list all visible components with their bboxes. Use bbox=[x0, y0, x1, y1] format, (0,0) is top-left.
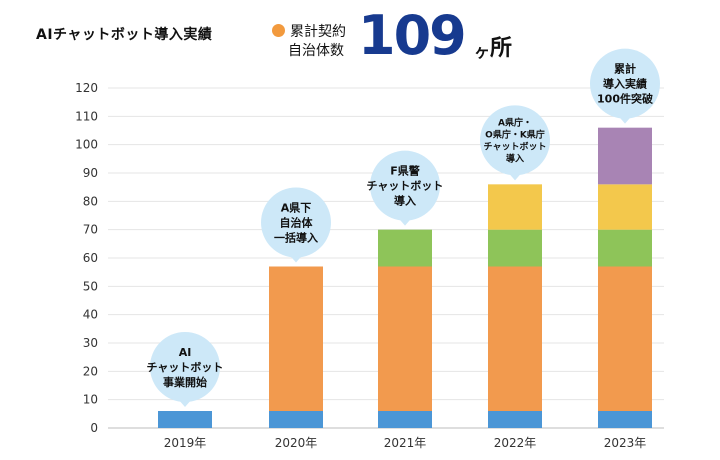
annotation-text-3-2: チャットボット bbox=[484, 141, 547, 153]
x-tick-label-1: 2020年 bbox=[275, 436, 318, 450]
annotation-text-1-2: 一括導入 bbox=[274, 230, 318, 244]
annotation-text-4-1: 導入実績 bbox=[603, 77, 647, 91]
annotation-text-2-0: F県警 bbox=[390, 164, 420, 178]
y-tick-label-40: 40 bbox=[83, 308, 98, 322]
y-tick-label-80: 80 bbox=[83, 194, 98, 208]
annotation-pointer-0 bbox=[178, 399, 192, 407]
bar-segment-4-0 bbox=[598, 411, 652, 428]
bar-segment-2-2 bbox=[378, 229, 432, 267]
annotation-text-0-2: 事業開始 bbox=[163, 375, 207, 389]
chart-title: AIチャットボット導入実績 bbox=[36, 27, 213, 43]
x-tick-label-3: 2022年 bbox=[494, 436, 537, 450]
annotation-text-4-2: 100件突破 bbox=[597, 92, 653, 106]
count-unit: 所 bbox=[490, 36, 513, 61]
orange-dot-icon bbox=[272, 24, 285, 37]
x-tick-label-0: 2019年 bbox=[164, 436, 207, 450]
bar-segment-2-0 bbox=[378, 411, 432, 428]
y-tick-label-110: 110 bbox=[75, 109, 98, 123]
annotation-pointer-1 bbox=[289, 254, 303, 263]
annotation-text-2-1: チャットボット bbox=[367, 179, 444, 193]
x-tick-label-2: 2021年 bbox=[384, 436, 427, 450]
bar-segment-4-2 bbox=[598, 229, 652, 267]
y-tick-label-120: 120 bbox=[75, 81, 98, 95]
bar-segment-3-0 bbox=[488, 411, 542, 428]
y-tick-label-90: 90 bbox=[83, 166, 98, 180]
annotation-bubble-4 bbox=[590, 48, 660, 119]
y-tick-label-100: 100 bbox=[75, 138, 98, 152]
count-unit-small: ヶ bbox=[474, 42, 491, 61]
annotation-bubble-1 bbox=[261, 187, 331, 258]
y-tick-label-30: 30 bbox=[83, 336, 98, 350]
total-count: 109 bbox=[358, 4, 467, 67]
bar-segment-3-2 bbox=[488, 229, 542, 267]
annotation-bubble-0 bbox=[150, 332, 220, 402]
y-tick-label-0: 0 bbox=[90, 421, 98, 435]
annotation-pointer-3 bbox=[508, 172, 522, 181]
bar-segment-4-1 bbox=[598, 266, 652, 411]
annotation-text-2-2: 導入 bbox=[394, 194, 416, 208]
bar-segment-4-4 bbox=[598, 127, 652, 185]
annotation-text-1-1: 自治体 bbox=[280, 215, 314, 229]
annotation-text-3-0: A県庁・ bbox=[498, 117, 532, 129]
bar-segment-3-1 bbox=[488, 266, 542, 411]
y-tick-label-60: 60 bbox=[83, 251, 98, 265]
y-tick-label-70: 70 bbox=[83, 223, 98, 237]
bar-segment-1-0 bbox=[269, 411, 323, 428]
annotation-text-0-0: AI bbox=[179, 346, 192, 359]
y-tick-label-10: 10 bbox=[83, 393, 98, 407]
annotation-text-3-3: 導入 bbox=[506, 153, 524, 165]
annotation-text-1-0: A県下 bbox=[281, 201, 312, 214]
count-label-line2: 自治体数 bbox=[288, 43, 344, 59]
count-label-line1: 累計契約 bbox=[290, 24, 346, 40]
y-tick-label-50: 50 bbox=[83, 279, 98, 293]
bar-segment-0-0 bbox=[158, 411, 212, 428]
annotation-text-0-1: チャットボット bbox=[147, 360, 224, 374]
bar-segment-1-1 bbox=[269, 266, 323, 411]
annotation-pointer-2 bbox=[398, 217, 412, 226]
annotation-text-4-0: 累計 bbox=[614, 62, 636, 76]
annotation-bubble-2 bbox=[370, 150, 440, 221]
x-tick-label-4: 2023年 bbox=[604, 436, 647, 450]
annotation-text-3-1: O県庁・K県庁 bbox=[485, 129, 545, 141]
annotation-pointer-4 bbox=[618, 115, 632, 124]
bar-segment-3-3 bbox=[488, 184, 542, 230]
bar-segment-4-3 bbox=[598, 184, 652, 230]
bar-segment-2-1 bbox=[378, 266, 432, 411]
annotation-bubble-3 bbox=[480, 105, 550, 176]
y-tick-label-20: 20 bbox=[83, 364, 98, 378]
